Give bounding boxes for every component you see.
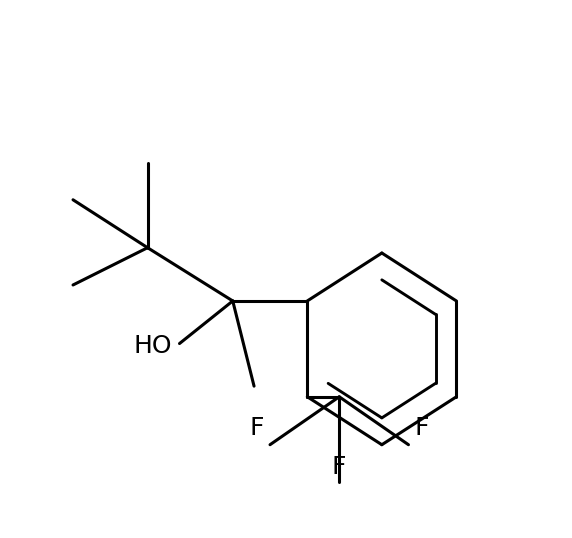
- Text: F: F: [249, 416, 264, 441]
- Text: F: F: [415, 416, 430, 441]
- Text: F: F: [332, 455, 347, 479]
- Text: HO: HO: [133, 334, 172, 358]
